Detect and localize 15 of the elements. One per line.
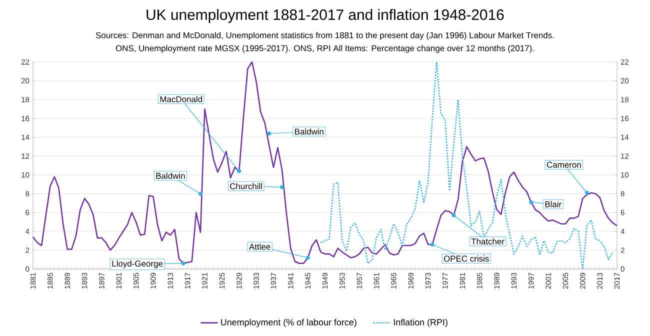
legend-label: Inflation (RPI) [394,318,448,328]
annotation: MacDonald [160,96,202,102]
source-note: Sources: Denman and McDonald, Unemploment statistics from 1881 to the present day (Jan 1996) Labour Market Trends. [96,32,554,40]
annotation: Attlee [249,244,270,250]
annotation: OPEC crisis [444,255,489,262]
annotation: Thatcher [471,238,504,244]
annotation: Lloyd-George [112,260,163,268]
chart-title: UK unemployment 1881-2017 and inflation 1948-2016 [146,9,504,23]
legend-label: Unemployment (% of labour force) [221,318,356,328]
annotation: Blair [545,201,562,208]
annotation: Churchill [230,183,262,190]
text: ONS, Unemployment rate MGSX (1995-2017). ONS, RPI All Items: Percentage change over 12 months (2017). [116,45,534,53]
annotation: Cameron [546,162,581,168]
annotation: Baldwin [156,172,185,179]
annotation: Baldwin [295,128,324,135]
